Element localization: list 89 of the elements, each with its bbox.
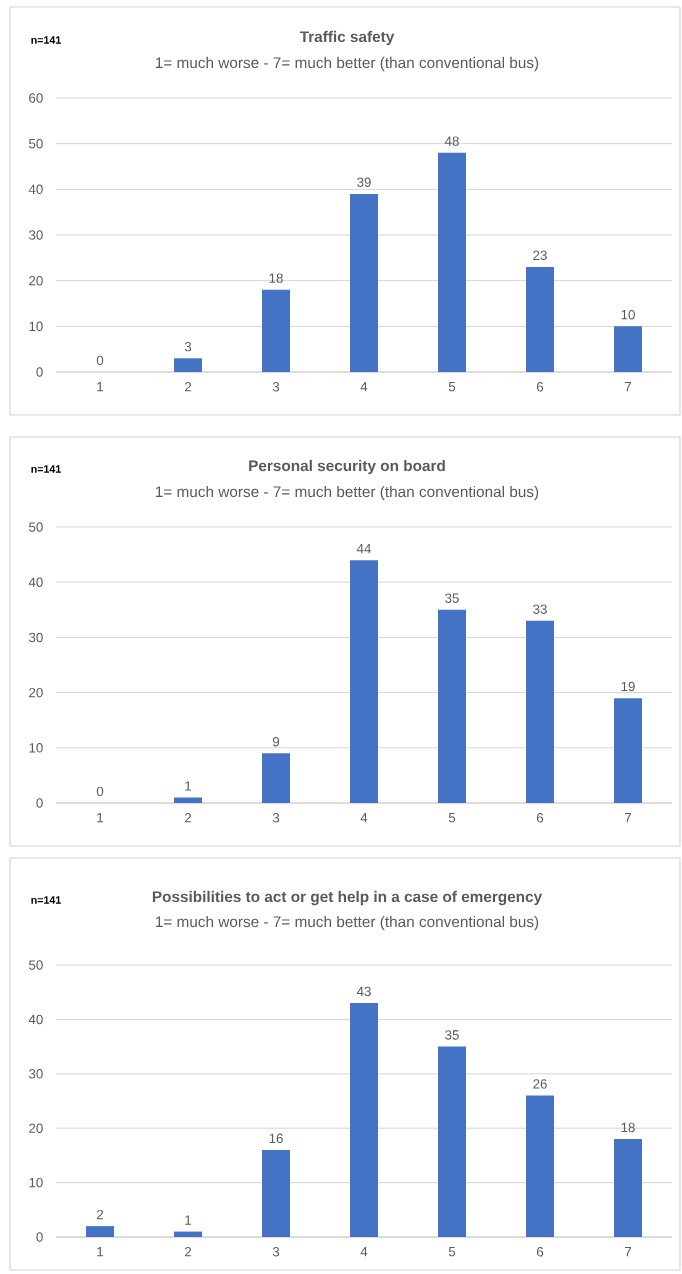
- x-tick-label: 7: [624, 1247, 632, 1257]
- text: n=141: [31, 36, 61, 44]
- x-tick-label: 6: [536, 1247, 544, 1257]
- y-tick-label: 0: [36, 798, 43, 808]
- x-tick-label: 7: [624, 813, 632, 823]
- data-label: 1: [185, 1215, 192, 1225]
- y-tick-label: 50: [29, 960, 43, 970]
- chart-title: Traffic safety: [299, 30, 395, 46]
- x-tick-label: 2: [184, 382, 192, 392]
- data-label: 0: [96, 355, 104, 366]
- y-tick-label: 10: [29, 321, 43, 332]
- data-label: 3: [184, 341, 192, 352]
- y-tick-label: 30: [28, 1069, 43, 1079]
- bar: [350, 193, 378, 373]
- text: n=141: [31, 896, 61, 904]
- bar: [526, 1095, 554, 1238]
- y-tick-label: 20: [29, 687, 43, 698]
- bar: [174, 358, 202, 373]
- data-label: 35: [445, 593, 459, 603]
- bar: [526, 266, 554, 373]
- data-label: 18: [621, 1122, 635, 1133]
- x-tick-label: 3: [272, 1247, 280, 1257]
- x-tick-label: 5: [448, 382, 456, 392]
- bar: [174, 1231, 202, 1238]
- chart-subtitle: 1= much worse - 7= much better (than conventional bus): [155, 485, 539, 501]
- chart-subtitle: 1= much worse - 7= much better (than conventional bus): [155, 56, 539, 72]
- bar: [86, 1226, 114, 1238]
- data-label: 23: [533, 250, 547, 261]
- chart-title: Possibilities to act or get help in a case of emergency: [152, 890, 543, 906]
- data-label: 39: [357, 177, 371, 187]
- x-tick-label: 6: [536, 813, 544, 823]
- bar: [174, 797, 202, 804]
- data-label: 48: [444, 136, 459, 146]
- y-tick-label: 10: [29, 1177, 43, 1188]
- y-tick-label: 10: [29, 743, 43, 753]
- y-tick-label: 30: [28, 632, 43, 643]
- data-label: 0: [96, 786, 104, 797]
- bar: [350, 560, 378, 804]
- chart-title: Personal security on board: [249, 459, 445, 475]
- x-tick-label: 1: [97, 382, 104, 392]
- x-tick-label: 4: [360, 382, 368, 392]
- data-label: 1: [185, 781, 192, 791]
- bar: [526, 620, 554, 804]
- bar: [614, 326, 642, 373]
- x-tick-label: 7: [624, 382, 632, 392]
- x-tick-label: 5: [448, 1247, 456, 1257]
- x-tick-label: 4: [360, 813, 368, 823]
- bar: [437, 1046, 466, 1238]
- y-tick-label: 20: [29, 1123, 43, 1133]
- y-tick-label: 0: [36, 1232, 43, 1242]
- y-tick-label: 50: [29, 138, 43, 149]
- x-tick-label: 2: [184, 1247, 192, 1257]
- data-label: 9: [272, 736, 280, 747]
- x-tick-label: 3: [272, 813, 280, 823]
- data-label: 18: [269, 273, 283, 283]
- y-tick-label: 60: [29, 93, 43, 103]
- data-label: 10: [621, 309, 635, 320]
- chart-subtitle: 1= much worse - 7= much better (than conventional bus): [155, 915, 539, 931]
- bar: [437, 152, 466, 373]
- data-label: 33: [533, 604, 547, 614]
- bar: [614, 1139, 642, 1238]
- y-tick-label: 30: [28, 230, 43, 240]
- bar: [262, 1149, 290, 1238]
- bar: [262, 753, 290, 804]
- y-tick-label: 40: [28, 184, 43, 195]
- data-label: 2: [96, 1209, 104, 1220]
- bar: [262, 289, 290, 373]
- y-tick-label: 50: [29, 522, 43, 532]
- data-label: 26: [533, 1079, 547, 1089]
- data-label: 16: [269, 1133, 283, 1144]
- data-label: 35: [445, 1030, 459, 1040]
- y-tick-label: 0: [36, 367, 43, 377]
- x-tick-label: 1: [97, 1247, 104, 1257]
- x-tick-label: 4: [360, 1247, 368, 1257]
- bar: [614, 698, 642, 804]
- x-tick-label: 1: [97, 813, 104, 823]
- x-tick-label: 6: [536, 382, 544, 392]
- data-label: 44: [356, 544, 372, 554]
- data-label: 19: [621, 681, 635, 692]
- data-label: 43: [356, 986, 371, 997]
- bar: [350, 1003, 378, 1238]
- x-tick-label: 3: [272, 382, 280, 392]
- y-tick-label: 20: [29, 275, 43, 286]
- y-tick-label: 40: [28, 1014, 43, 1025]
- x-tick-label: 2: [184, 813, 192, 823]
- y-tick-label: 40: [28, 577, 43, 587]
- x-tick-label: 5: [448, 813, 456, 823]
- text: n=141: [31, 465, 61, 473]
- bar: [437, 609, 466, 804]
